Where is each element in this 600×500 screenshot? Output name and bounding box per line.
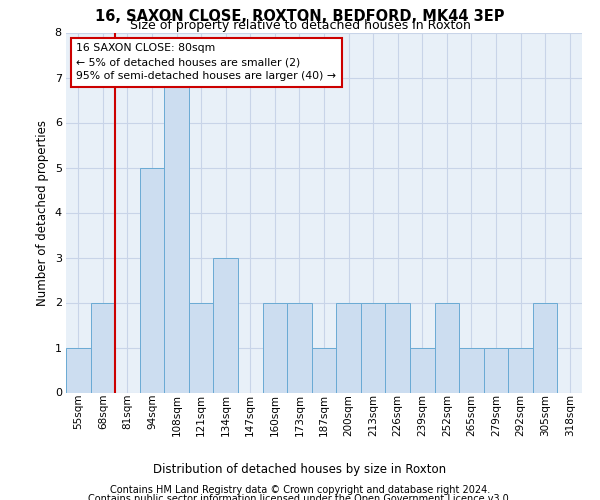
Bar — [312, 348, 336, 393]
Text: 16, SAXON CLOSE, ROXTON, BEDFORD, MK44 3EP: 16, SAXON CLOSE, ROXTON, BEDFORD, MK44 3… — [95, 9, 505, 24]
Text: 16 SAXON CLOSE: 80sqm
← 5% of detached houses are smaller (2)
95% of semi-detach: 16 SAXON CLOSE: 80sqm ← 5% of detached h… — [76, 44, 337, 82]
Bar — [459, 348, 484, 393]
Text: Distribution of detached houses by size in Roxton: Distribution of detached houses by size … — [154, 462, 446, 475]
Bar — [508, 348, 533, 393]
Bar — [385, 302, 410, 392]
Bar — [214, 258, 238, 392]
Bar — [91, 302, 115, 392]
Bar — [287, 302, 312, 392]
Bar — [66, 348, 91, 393]
Bar — [361, 302, 385, 392]
Bar — [434, 302, 459, 392]
Bar — [263, 302, 287, 392]
Text: Size of property relative to detached houses in Roxton: Size of property relative to detached ho… — [130, 19, 470, 32]
Bar — [140, 168, 164, 392]
Bar — [410, 348, 434, 393]
Text: Contains HM Land Registry data © Crown copyright and database right 2024.: Contains HM Land Registry data © Crown c… — [110, 485, 490, 495]
Bar — [164, 78, 189, 392]
Bar — [336, 302, 361, 392]
Bar — [189, 302, 214, 392]
Y-axis label: Number of detached properties: Number of detached properties — [36, 120, 49, 306]
Bar — [484, 348, 508, 393]
Text: Contains public sector information licensed under the Open Government Licence v3: Contains public sector information licen… — [88, 494, 512, 500]
Bar — [533, 302, 557, 392]
